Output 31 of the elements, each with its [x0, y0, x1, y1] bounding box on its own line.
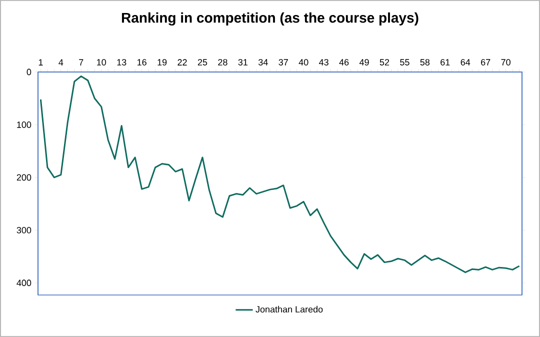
- x-tick-label: 70: [501, 59, 510, 66]
- x-tick-label: 49: [359, 59, 369, 66]
- x-tick-label: 4: [58, 59, 64, 66]
- x-tick-label: 40: [298, 59, 308, 66]
- x-tick-label: 34: [258, 59, 268, 66]
- x-tick-label: 10: [97, 59, 106, 66]
- x-tick-label: 55: [400, 59, 410, 66]
- x-tick-label: 46: [339, 59, 349, 66]
- x-tick-label: 19: [158, 59, 167, 66]
- y-tick-label: 0: [26, 68, 32, 76]
- x-tick-label: 25: [198, 59, 208, 66]
- x-tick-label: 16: [137, 59, 146, 66]
- x-tick-label: 61: [440, 59, 450, 66]
- x-tick-label: 58: [420, 59, 430, 66]
- y-tick-label: 300: [16, 226, 32, 234]
- x-tick-label: 43: [319, 59, 328, 66]
- y-tick-label: 100: [17, 122, 32, 128]
- chart-title: Ranking in competition (as the course plays): [122, 12, 418, 26]
- x-tick-label: 31: [238, 59, 248, 66]
- x-tick-label: 7: [79, 59, 84, 66]
- x-tick-label: 52: [380, 59, 390, 66]
- y-tick-label: 400: [16, 280, 32, 286]
- y-tick-label: 200: [16, 174, 32, 181]
- x-tick-label: 67: [481, 59, 490, 66]
- x-tick-label: 64: [460, 59, 470, 66]
- legend-label: Jonathan Laredo: [256, 306, 323, 313]
- x-tick-label: 37: [278, 59, 288, 66]
- x-tick-label: 28: [218, 59, 228, 66]
- x-tick-label: 1: [38, 59, 43, 66]
- x-tick-label: 22: [178, 59, 187, 66]
- x-tick-label: 13: [117, 59, 126, 66]
